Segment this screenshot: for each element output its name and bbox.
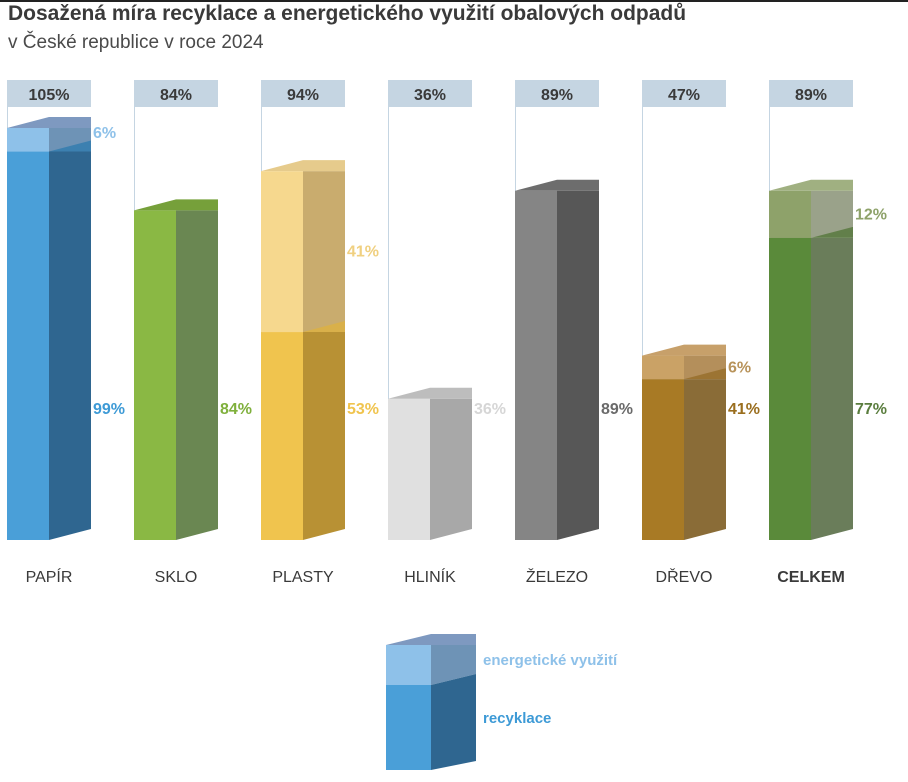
bar-energy-front [261,171,303,333]
bar-recycling-top [515,179,599,191]
data-label-recycling: 41% [728,401,760,418]
bar-recycling-front [261,332,303,540]
category-label: CELKEM [777,569,845,586]
data-label-recycling: 99% [93,401,125,418]
data-label-energy: 6% [728,359,751,376]
total-label: 105% [29,87,70,104]
bar-recycling-side [684,379,726,540]
data-label-energy: 12% [855,206,887,223]
total-label: 47% [668,87,700,104]
total-label: 84% [160,87,192,104]
data-label-energy: 6% [93,125,116,142]
legend-recycling-front [386,685,431,770]
total-label: 36% [414,87,446,104]
total-box [515,80,599,107]
total-box [261,80,345,107]
legend-label-recycling: recyklace [483,710,551,727]
data-label-recycling: 84% [220,401,252,418]
bar-energy-front [769,190,811,238]
bar-energy-side [303,171,345,333]
bar-energy-front [642,355,684,380]
bar-recycling-side [811,237,853,540]
chart-title: Dosažená míra recyklace a energetického … [8,2,687,25]
chart-subtitle: v České republice v roce 2024 [8,32,264,53]
total-box [7,80,91,107]
bar-energy-front [7,128,49,152]
legend-recycling-side [431,674,476,770]
bar-recycling-front [769,237,811,540]
category-label: HLINÍK [404,567,456,586]
category-label: DŘEVO [656,567,713,586]
bar-recycling-front [388,398,430,540]
total-box [769,80,853,107]
bar-energy-top [261,160,345,172]
data-label-recycling: 53% [347,401,379,418]
category-label: PLASTY [272,569,334,586]
total-label: 94% [287,87,319,104]
category-label: PAPÍR [26,567,73,586]
bar-recycling-front [7,151,49,541]
legend-energy-top [386,634,476,645]
data-label-recycling: 77% [855,401,887,418]
bar-recycling-front [515,190,557,540]
bar-energy-top [642,344,726,356]
bar-recycling-top [134,199,218,211]
top-rule [0,0,908,2]
total-box [134,80,218,107]
bar-energy-side [684,355,726,380]
bar-recycling-side [557,190,599,540]
bar-recycling-side [303,332,345,540]
legend-energy-front [386,645,431,685]
legend-energy-side [431,645,476,685]
bar-recycling-side [176,210,218,540]
total-box [388,80,472,107]
category-label: SKLO [155,569,198,586]
bar-energy-top [769,179,853,191]
data-label-energy: 41% [347,244,379,261]
bar-energy-top [7,117,91,128]
total-box [642,80,726,107]
total-label: 89% [541,87,573,104]
bar-energy-side [49,128,91,152]
bar-energy-side [811,190,853,238]
bar-recycling-side [49,151,91,541]
data-label-recycling: 89% [601,401,633,418]
bar-recycling-top [388,387,472,399]
data-label-recycling: 36% [474,401,506,418]
bar-recycling-front [642,379,684,540]
legend-label-energy: energetické využití [483,652,618,669]
bar-recycling-side [430,398,472,540]
category-label: ŽELEZO [526,567,588,586]
total-label: 89% [795,87,827,104]
bar-recycling-front [134,210,176,540]
